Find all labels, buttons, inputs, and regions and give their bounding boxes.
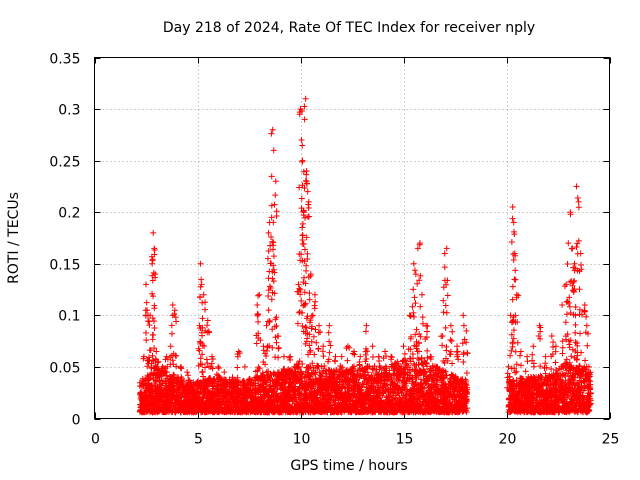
x-tick-label: 25 [602,432,620,448]
axis-ticks [94,57,611,420]
x-tick-label: 20 [499,432,517,448]
data-point [194,385,201,392]
x-tick-label: 10 [293,432,311,448]
y-tick-label: 0.3 [58,103,80,119]
data-points [136,95,594,416]
x-tick-label: 15 [396,432,414,448]
data-point [273,390,280,397]
y-tick-label: 0 [72,413,81,429]
x-tick-labels: 0 5 10 15 20 25 [91,432,619,448]
y-tick-label: 0.35 [49,52,80,68]
y-tick-label: 0.1 [58,309,80,325]
y-tick-label: 0.2 [58,206,80,222]
y-tick-label: 0.25 [49,155,80,171]
y-tick-labels: 0 0.05 0.1 0.15 0.2 0.25 0.3 0.35 [49,52,80,429]
data-point [170,371,177,378]
y-tick-label: 0.15 [49,258,80,274]
x-tick-label: 0 [91,432,100,448]
y-tick-label: 0.05 [49,361,80,377]
x-tick-label: 5 [194,432,203,448]
chart-title: Day 218 of 2024, Rate Of TEC Index for r… [163,20,535,36]
